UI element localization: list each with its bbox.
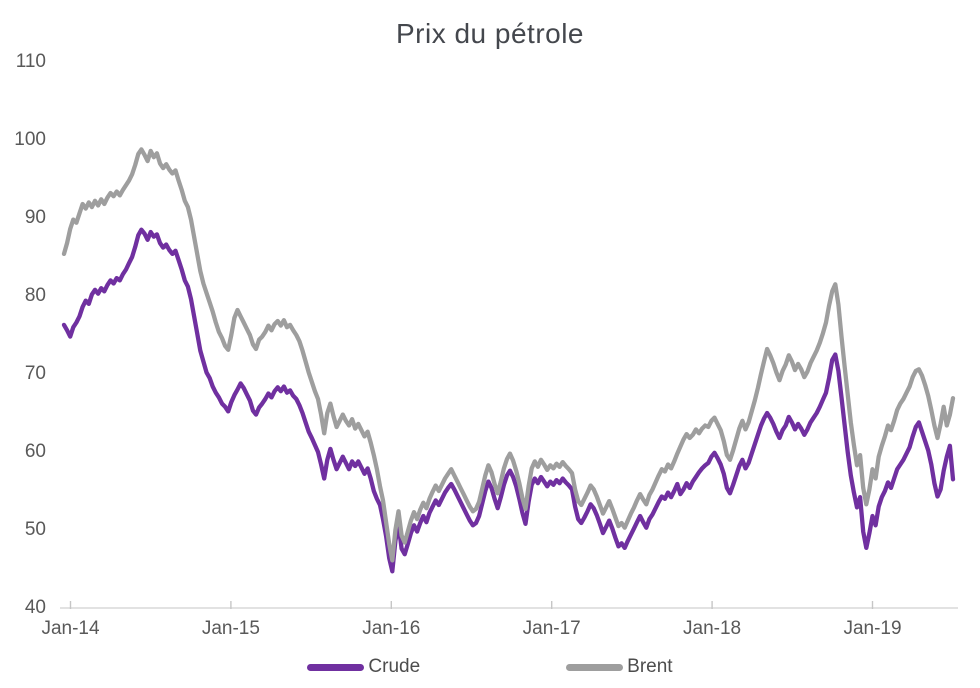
y-axis-label: 60 bbox=[24, 441, 46, 462]
x-axis-label: Jan-15 bbox=[201, 618, 260, 639]
y-axis-label: 80 bbox=[24, 285, 46, 306]
y-axis-label: 50 bbox=[24, 519, 46, 540]
x-axis-label: Jan-18 bbox=[683, 618, 742, 639]
brent-line bbox=[61, 147, 956, 563]
crude-line-swatch bbox=[307, 663, 365, 671]
legend-item-crude: Crude bbox=[307, 656, 420, 678]
y-axis-label: 90 bbox=[24, 207, 46, 228]
y-axis-label: 70 bbox=[24, 363, 46, 384]
brent-line-swatch bbox=[566, 663, 624, 671]
legend-item-brent: Brent bbox=[566, 656, 673, 678]
legend-label-brent: Brent bbox=[627, 656, 673, 677]
crude-line bbox=[61, 227, 956, 574]
x-axis-label: Jan-14 bbox=[41, 618, 100, 639]
x-axis-label: Jan-17 bbox=[522, 618, 581, 639]
legend-label-crude: Crude bbox=[368, 656, 421, 677]
y-axis-label: 110 bbox=[15, 51, 46, 72]
y-axis-label: 40 bbox=[24, 597, 46, 618]
y-axis-label: 100 bbox=[14, 129, 46, 150]
x-axis-label: Jan-16 bbox=[362, 618, 421, 639]
chart-title: Prix du pétrole bbox=[395, 18, 585, 49]
x-axis-label: Jan-19 bbox=[843, 618, 902, 639]
legend: Crude Brent bbox=[0, 656, 980, 678]
